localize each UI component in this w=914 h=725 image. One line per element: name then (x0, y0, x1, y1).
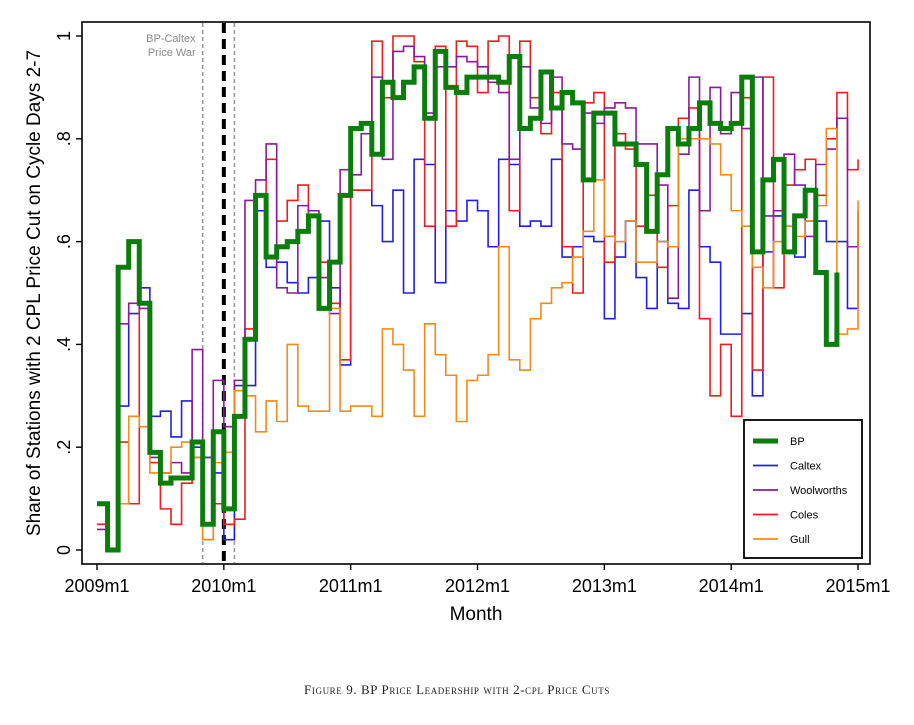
x-tick-label: 2009m1 (64, 576, 129, 596)
chart: 0 .2 .4 .6 .8 1 2009m1 2010m1 2011m1 2012m1 2013m… (24, 21, 891, 625)
y-tick-label: .6 (54, 234, 74, 249)
legend-label-caltex: Caltex (790, 461, 822, 473)
y-tick-label: 1 (54, 31, 74, 41)
series-bp-line (97, 48, 840, 553)
y-axis-title: Share of Stations with 2 CPL Price Cut o… (24, 50, 45, 536)
y-tick-label: .4 (54, 337, 74, 352)
x-tick-label: 2014m1 (699, 576, 764, 596)
annotation-line: Price War (148, 47, 196, 59)
legend-label-bp: BP (790, 436, 805, 448)
figure-caption: Figure 9. BP Price Leadership with 2-cpl… (304, 682, 610, 697)
legend-label-woolworths: Woolworths (790, 485, 848, 497)
y-tick-label: .8 (54, 131, 74, 146)
series-layer (97, 35, 859, 553)
legend-label-coles: Coles (790, 510, 819, 522)
legend-label-gull: Gull (790, 534, 810, 546)
price-war-annotation: BP-Caltex Price War (146, 33, 196, 59)
reference-lines (201, 23, 236, 563)
series-woolworths-line (97, 45, 859, 551)
x-tick-label: 2015m1 (826, 576, 891, 596)
series-coles-line (97, 35, 859, 551)
annotation-line: BP-Caltex (146, 33, 196, 45)
x-tick-label: 2010m1 (191, 576, 256, 596)
x-tick-label: 2012m1 (445, 576, 510, 596)
y-tick-label: 0 (54, 545, 74, 555)
legend: BP Caltex Woolworths Coles Gull (743, 419, 863, 559)
x-axis-title: Month (450, 604, 503, 625)
x-axis: 2009m1 2010m1 2011m1 2012m1 2013m1 2014m1 2015… (64, 564, 891, 596)
x-tick-label: 2011m1 (319, 576, 383, 596)
y-tick-label: .2 (54, 440, 74, 455)
y-axis: 0 .2 .4 .6 .8 1 (54, 31, 82, 555)
plot-frame (81, 21, 871, 565)
x-tick-label: 2013m1 (572, 576, 637, 596)
